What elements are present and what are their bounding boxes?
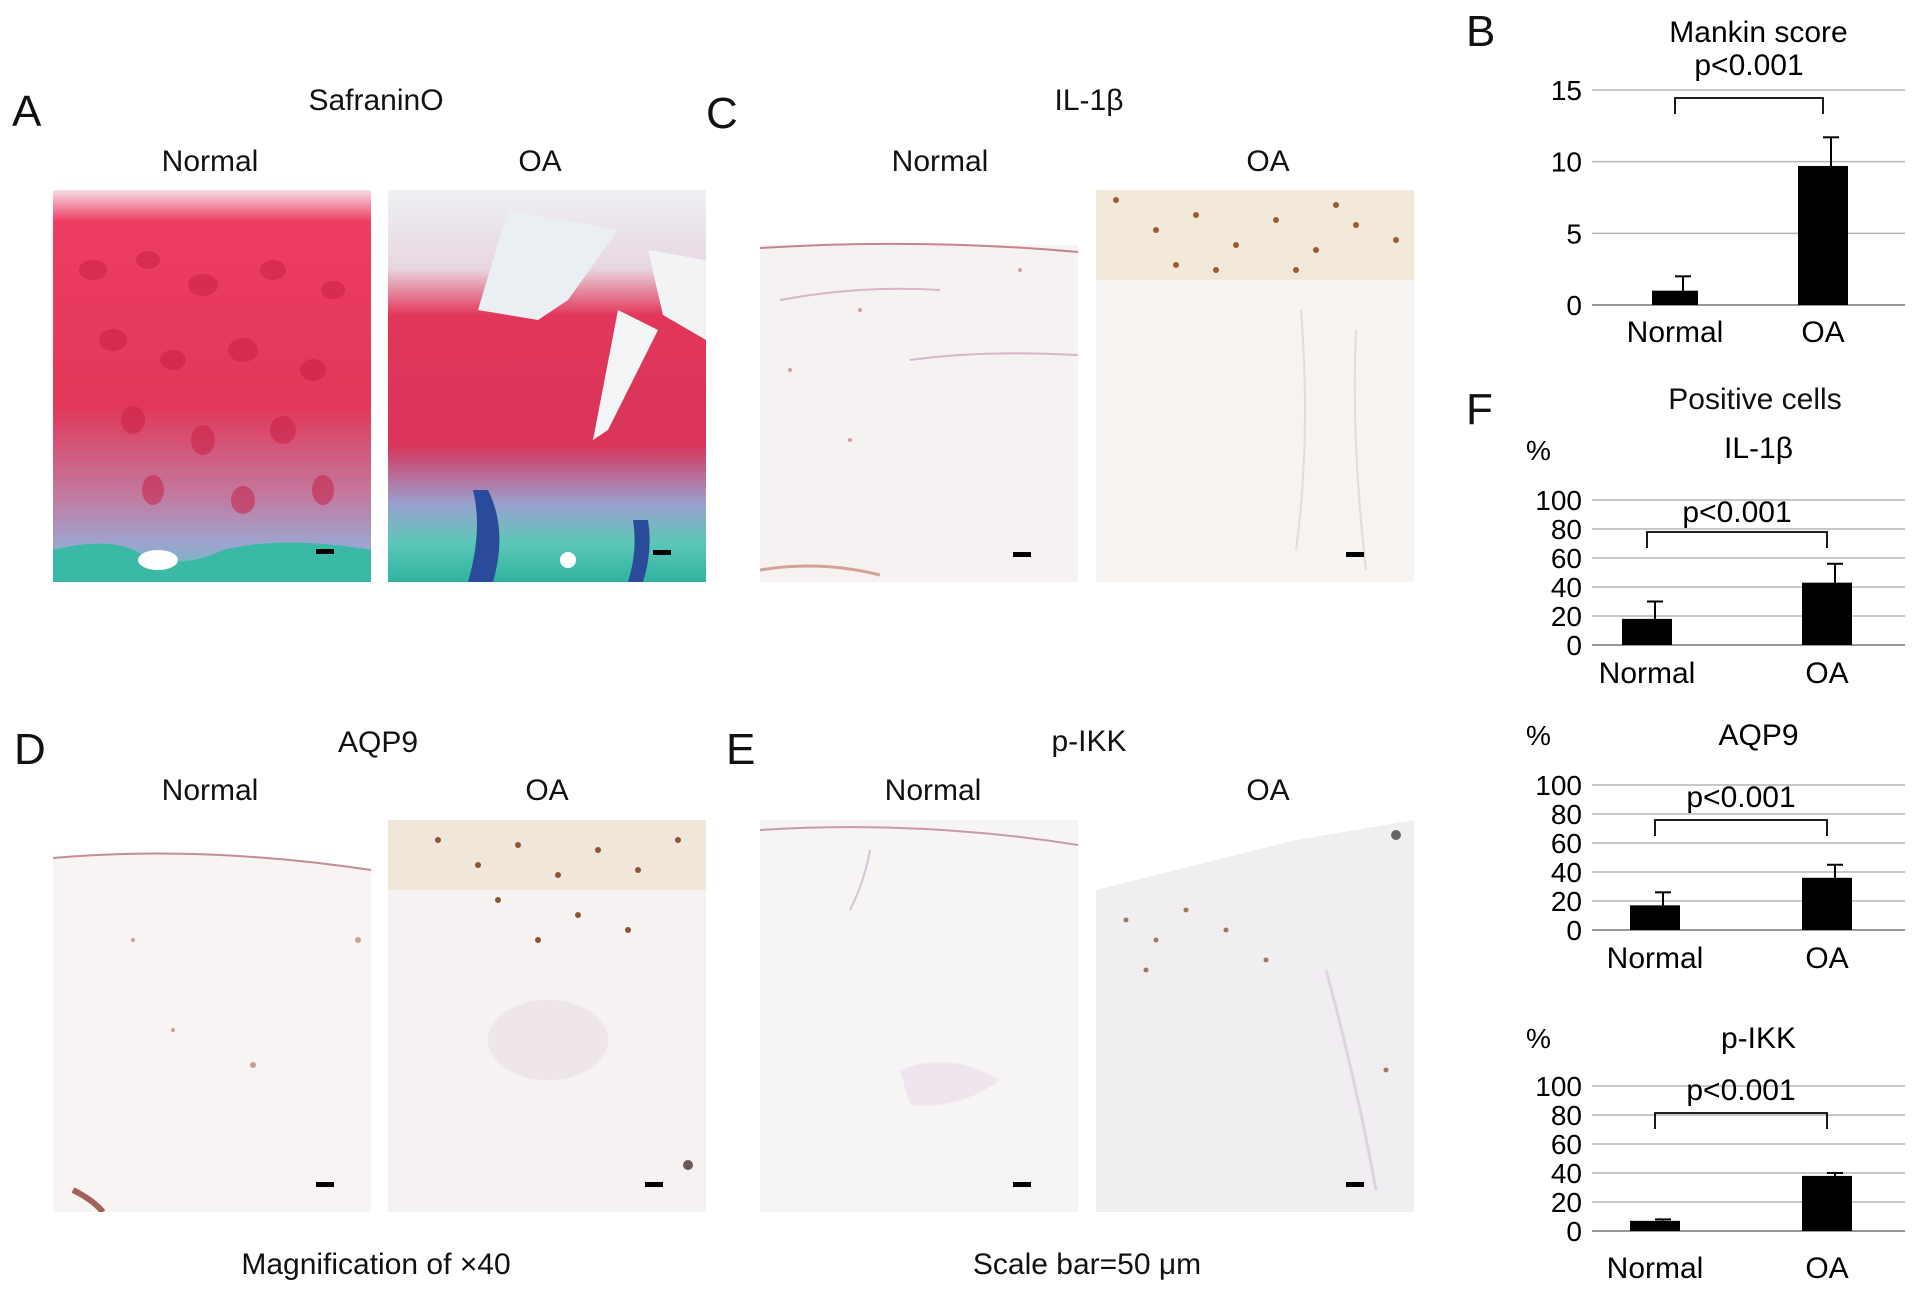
x-tick-label: OA [1805, 942, 1848, 975]
y-tick-label: 5 [1566, 218, 1582, 249]
x-tick-label: Normal [1607, 1252, 1704, 1285]
significance-label: p<0.001 [1694, 49, 1803, 82]
panel-letter-f: F [1466, 385, 1493, 434]
y-tick-label: 20 [1551, 601, 1582, 632]
panel-e-normal-label: Normal [884, 774, 982, 807]
y-tick-label: 15 [1551, 75, 1582, 106]
y-tick-label: 80 [1551, 799, 1582, 830]
y-tick-label: 10 [1551, 147, 1582, 178]
aqp9-normal-micrograph [53, 820, 371, 1212]
panel-c-normal-label: Normal [891, 145, 989, 178]
panel-a-oa-label: OA [518, 145, 562, 178]
y-tick-label: 60 [1551, 543, 1582, 574]
y-tick-label: 60 [1551, 828, 1582, 859]
significance-bracket [1654, 1112, 1828, 1129]
panel-letter-e: E [726, 725, 756, 774]
bar-normal [1622, 618, 1672, 645]
y-tick-label: 100 [1535, 770, 1582, 801]
safranino-oa-micrograph [388, 190, 706, 582]
panel-f-heading: Positive cells [1668, 383, 1842, 416]
panel-d-normal-label: Normal [161, 774, 259, 807]
panel-e-title: p-IKK [1051, 725, 1127, 758]
y-tick-label: 60 [1551, 1129, 1582, 1160]
y-tick-label: 40 [1551, 1158, 1582, 1189]
panel-letter-b: B [1466, 7, 1496, 56]
pikk-oa-micrograph [1096, 820, 1414, 1212]
panel-d-oa-label: OA [525, 774, 569, 807]
mankin-score-chart: Mankin score 0 5 10 15 Normal OA p<0.001 [1551, 16, 1905, 349]
significance-bracket [1674, 97, 1824, 114]
panel-c-title: IL-1β [1054, 84, 1124, 117]
chart-title: p-IKK [1721, 1022, 1796, 1055]
y-tick-label: 100 [1535, 1071, 1582, 1102]
significance-label: p<0.001 [1682, 496, 1791, 529]
x-tick-label: Normal [1607, 942, 1704, 975]
x-tick-label: Normal [1599, 657, 1696, 690]
significance-label: p<0.001 [1686, 781, 1795, 814]
significance-label: p<0.001 [1686, 1074, 1795, 1107]
panel-d-title: AQP9 [337, 726, 419, 759]
y-tick-label: 40 [1551, 857, 1582, 888]
scale-bar-note: Scale bar=50 μm [972, 1248, 1202, 1281]
y-unit-label: % [1526, 435, 1551, 466]
panel-a-title: SafraninO [308, 84, 444, 117]
y-tick-label: 20 [1551, 1187, 1582, 1218]
bar-oa [1802, 877, 1852, 930]
y-tick-label: 100 [1535, 485, 1582, 516]
bar-normal [1652, 290, 1698, 305]
magnification-note: Magnification of ×40 [241, 1248, 511, 1281]
y-unit-label: % [1526, 1023, 1551, 1054]
x-tick-label: Normal [1627, 316, 1724, 349]
panel-letter-a: A [12, 87, 42, 136]
y-tick-label: 0 [1566, 1216, 1582, 1247]
panel-letter-d: D [14, 725, 46, 774]
bar-normal [1630, 905, 1680, 930]
y-tick-label: 20 [1551, 886, 1582, 917]
panel-a-normal-label: Normal [161, 145, 259, 178]
safranino-normal-micrograph [53, 190, 371, 582]
x-tick-label: OA [1801, 316, 1844, 349]
y-tick-label: 0 [1566, 630, 1582, 661]
chart-title: IL-1β [1724, 432, 1793, 465]
panel-letter-c: C [706, 89, 738, 138]
x-tick-label: OA [1805, 657, 1848, 690]
panel-e-oa-label: OA [1246, 774, 1290, 807]
bar-normal [1630, 1220, 1680, 1231]
significance-bracket [1646, 531, 1828, 548]
bar-oa [1802, 1175, 1852, 1231]
x-tick-label: OA [1805, 1252, 1848, 1285]
pikk-normal-micrograph [760, 820, 1078, 1212]
bar-oa [1798, 165, 1848, 305]
significance-bracket [1654, 819, 1828, 836]
il1b-normal-micrograph [760, 190, 1078, 582]
y-tick-label: 40 [1551, 572, 1582, 603]
chart-title: AQP9 [1718, 719, 1798, 752]
y-tick-label: 0 [1566, 915, 1582, 946]
panel-c-oa-label: OA [1246, 145, 1290, 178]
bar-oa [1802, 582, 1852, 645]
chart-title: Mankin score [1669, 16, 1847, 49]
aqp9-oa-micrograph [388, 820, 706, 1212]
y-tick-label: 80 [1551, 514, 1582, 545]
y-tick-label: 80 [1551, 1100, 1582, 1131]
y-tick-label: 0 [1566, 290, 1582, 321]
il1b-oa-micrograph [1096, 190, 1414, 582]
y-unit-label: % [1526, 720, 1551, 751]
